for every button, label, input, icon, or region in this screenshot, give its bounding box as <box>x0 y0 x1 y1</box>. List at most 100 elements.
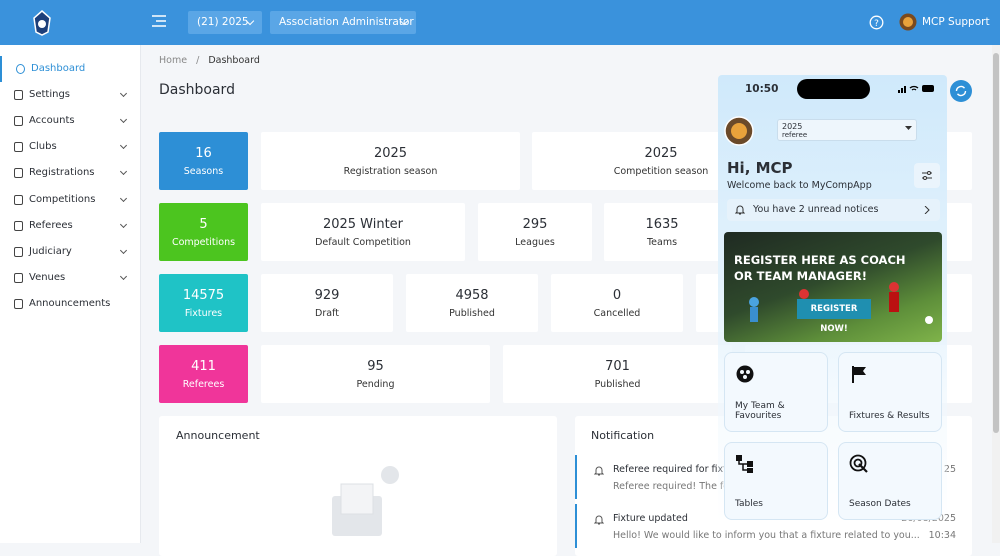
stat-value: 16 <box>195 146 212 161</box>
logo <box>33 10 51 36</box>
stat-highlight[interactable]: 14575 Fixtures <box>159 274 248 332</box>
stat-card: 2025 Registration season <box>261 132 520 190</box>
nav-icon <box>14 90 23 101</box>
chevron <box>119 220 128 228</box>
app-avatar[interactable] <box>724 116 754 146</box>
app-tile[interactable]: My Team & Favourites <box>724 352 828 432</box>
nav-item[interactable]: Announcements <box>0 291 140 317</box>
greeting: Hi, MCP <box>727 159 793 177</box>
stat-label: Registration season <box>343 166 438 177</box>
bell-icon <box>594 466 604 476</box>
stat-label: Leagues <box>515 237 555 248</box>
tile-label: Season Dates <box>849 499 911 509</box>
nav-item[interactable]: Venues <box>0 265 140 291</box>
stat-value: 2025 <box>373 146 408 161</box>
page-title: Dashboard <box>159 82 235 98</box>
scrollbar <box>992 45 1000 543</box>
menu-toggle[interactable] <box>152 15 166 27</box>
nav-icon <box>14 116 23 127</box>
bell-icon <box>735 205 745 215</box>
stat-label: Published <box>449 308 495 319</box>
chevron <box>119 142 128 150</box>
page: (21) 2025 Association Administrator ? MC… <box>0 0 1000 543</box>
stat-card: 95 Pending <box>261 345 490 403</box>
nav-item[interactable]: Clubs <box>0 134 140 160</box>
refresh-button[interactable] <box>950 80 972 102</box>
nav-item[interactable]: Accounts <box>0 108 140 134</box>
chevron <box>924 206 930 214</box>
nav-item[interactable]: Dashboard <box>0 56 140 82</box>
stat-label: Competitions <box>171 237 236 248</box>
stat-value: 701 <box>605 359 630 374</box>
stat-label: Published <box>594 379 641 390</box>
notification-title: Fixture updated <box>613 513 688 524</box>
empty-illustration <box>332 466 399 536</box>
chevron <box>119 194 128 202</box>
nav-icon <box>16 64 25 74</box>
app-tile[interactable]: Tables <box>724 442 828 520</box>
nav-label: Registrations <box>29 167 95 179</box>
register-banner[interactable]: REGISTER HERE AS COACH OR TEAM MANAGER! … <box>724 232 942 342</box>
nav-item[interactable]: Competitions <box>0 187 140 213</box>
stat-label: Draft <box>315 308 339 319</box>
stat-value: 929 <box>314 288 340 303</box>
season-role-select[interactable]: 2025 referee <box>777 119 917 141</box>
nav-label: Dashboard <box>31 63 86 74</box>
nav-label: Competitions <box>29 193 96 205</box>
status-icons <box>898 85 934 93</box>
stat-highlight[interactable]: 5 Competitions <box>159 203 248 261</box>
breadcrumb: Home / Dashboard <box>159 55 260 66</box>
nav-item[interactable]: Referees <box>0 213 140 239</box>
notification-item[interactable]: Referee required for fixt Referee require… <box>575 455 972 499</box>
tile-icon <box>852 366 866 383</box>
nav-icon <box>14 220 23 231</box>
help-icon[interactable]: ? <box>869 15 884 30</box>
nav-icon <box>14 272 23 283</box>
notification-body: Referee required! The fo <box>613 481 730 492</box>
breadcrumb-home[interactable]: Home <box>159 55 188 66</box>
notice-text: You have 2 unread notices <box>753 204 879 215</box>
app-tile[interactable]: Season Dates <box>838 442 942 520</box>
nav-item[interactable]: Settings <box>0 82 140 108</box>
stat-card: 295 Leagues <box>478 203 592 261</box>
nav-icon <box>14 298 23 309</box>
register-now-button[interactable]: REGISTER NOW! <box>797 299 871 334</box>
stat-highlight[interactable]: 16 Seasons <box>159 132 248 190</box>
role-select[interactable]: Association Administrator <box>270 11 416 34</box>
nav-label: Announcements <box>29 297 111 309</box>
tile-label: Fixtures & Results <box>849 411 930 421</box>
stat-label: Pending <box>356 379 395 390</box>
breadcrumb-current: Dashboard <box>208 55 260 66</box>
tile-label: Tables <box>735 499 763 509</box>
stat-label: Seasons <box>183 166 224 177</box>
nav-item[interactable]: Registrations <box>0 160 140 186</box>
stat-label: Fixtures <box>184 308 223 319</box>
chevron <box>119 246 128 254</box>
tile-icon <box>736 455 753 473</box>
user-avatar[interactable] <box>899 13 917 31</box>
nav-icon <box>14 168 23 179</box>
role: referee <box>782 131 808 139</box>
season: 2025 <box>782 122 803 131</box>
bell-icon <box>594 515 604 525</box>
notification-time: 10:34 <box>928 530 956 541</box>
caret <box>905 126 912 130</box>
stat-label: Competition season <box>613 166 709 177</box>
notification-date: 25 <box>943 464 956 475</box>
nav-label: Referees <box>29 219 73 231</box>
nav-item[interactable]: Judiciary <box>0 239 140 265</box>
tile-icon <box>736 365 754 383</box>
stat-label: Teams <box>646 237 678 248</box>
notice-bar[interactable]: You have 2 unread notices <box>727 199 940 221</box>
filter-button[interactable] <box>914 163 940 188</box>
phone-preview: 10:50 2025 referee Hi, MCP Welcome back … <box>718 75 947 523</box>
nav-icon <box>14 246 23 257</box>
user-name[interactable]: MCP Support <box>922 16 990 28</box>
stat-highlight[interactable]: 411 Referees <box>159 345 248 403</box>
stat-card: 0 Cancelled <box>551 274 683 332</box>
announcement-panel: Announcement <box>159 416 557 556</box>
season-select[interactable]: (21) 2025 <box>188 11 262 34</box>
nav-label: Accounts <box>29 115 75 127</box>
app-tile[interactable]: Fixtures & Results <box>838 352 942 432</box>
stat-card: 4958 Published <box>406 274 538 332</box>
